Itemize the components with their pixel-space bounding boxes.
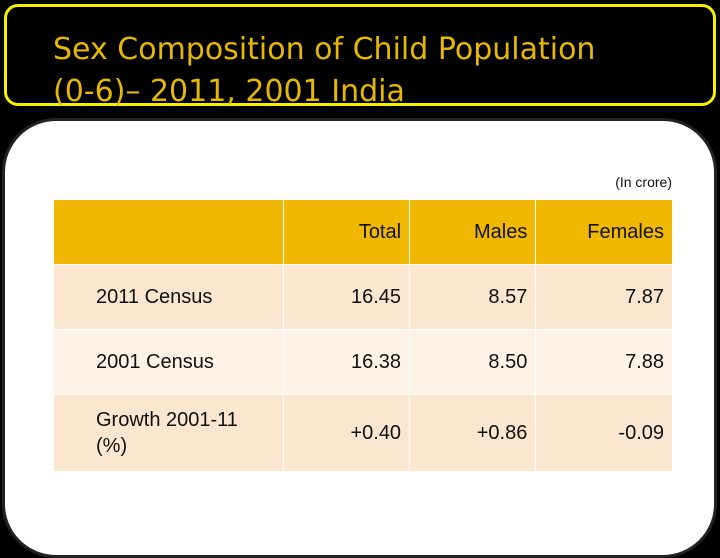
row-label-line2: (%) xyxy=(96,435,128,457)
row-label: 2011 Census xyxy=(53,264,284,330)
header-cell-total: Total xyxy=(282,199,411,265)
cell-males: +0.86 xyxy=(409,394,537,472)
slide-title-line2: (0-6)– 2011, 2001 India xyxy=(53,74,405,109)
unit-note: (In crore) xyxy=(615,174,672,190)
title-banner: Sex Composition of Child Population (0-6… xyxy=(4,4,716,109)
slide-title-line1: Sex Composition of Child Population xyxy=(53,32,596,67)
table-row: Growth 2001-11 (%) +0.40 +0.86 -0.09 xyxy=(53,394,673,472)
header-cell-males: Males xyxy=(409,199,537,265)
cell-females: 7.88 xyxy=(535,329,673,395)
table-row: 2001 Census 16.38 8.50 7.88 xyxy=(53,329,673,395)
table-header-row: Total Males Females xyxy=(53,199,673,265)
row-label-line1: Growth 2001-11 xyxy=(96,409,238,431)
cell-total: 16.38 xyxy=(282,329,411,395)
cell-total: 16.45 xyxy=(282,264,411,330)
slide-title: Sex Composition of Child Population (0-6… xyxy=(53,29,595,113)
cell-females: -0.09 xyxy=(535,394,673,472)
cell-females: 7.87 xyxy=(535,264,673,330)
row-label: Growth 2001-11 (%) xyxy=(53,394,284,472)
row-label: 2001 Census xyxy=(53,329,284,395)
header-cell-empty xyxy=(53,199,284,265)
cell-males: 8.57 xyxy=(409,264,537,330)
child-population-table: Total Males Females 2011 Census 16.45 8.… xyxy=(53,199,673,472)
header-cell-females: Females xyxy=(535,199,673,265)
table-row: 2011 Census 16.45 8.57 7.87 xyxy=(53,264,673,330)
cell-males: 8.50 xyxy=(409,329,537,395)
cell-total: +0.40 xyxy=(282,394,411,472)
